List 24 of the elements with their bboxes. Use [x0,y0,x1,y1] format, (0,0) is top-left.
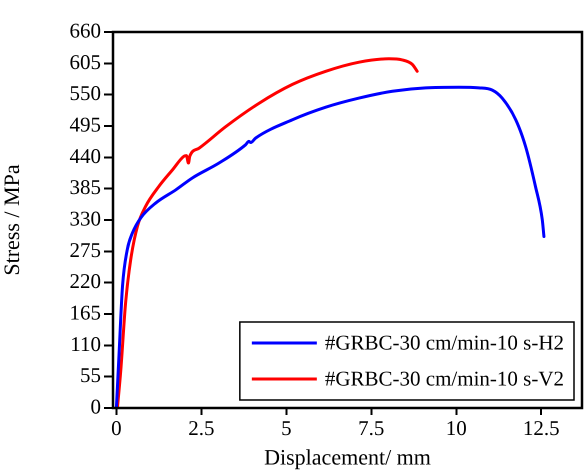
x-tick-label: 5 [281,416,292,440]
y-tick-label: 220 [70,269,101,294]
legend-label: #GRBC-30 cm/min-10 s-V2 [324,366,564,391]
y-tick-label: 275 [70,238,101,262]
line-series [116,57,419,408]
x-axis-title: Displacement/ mm [264,444,431,470]
x-tick-label: 0 [111,416,122,440]
x-tick-label: 10 [446,416,467,440]
y-tick-label: 385 [70,175,101,200]
y-tick-label: 605 [70,50,101,74]
legend-label: #GRBC-30 cm/min-10 s-H2 [324,330,564,355]
y-tick-label: 495 [70,112,101,137]
y-tick-label: 110 [70,332,101,356]
y-tick-label: 660 [70,18,101,43]
y-tick-label: 330 [70,206,101,231]
y-tick-label: 550 [70,81,101,106]
y-tick-label: 55 [80,363,101,388]
x-tick-label: 7.5 [358,416,384,440]
y-tick-label: 0 [90,394,101,419]
x-tick-label: 2.5 [188,416,214,440]
x-tick-label: 12.5 [522,416,560,440]
y-tick-label: 440 [70,144,101,168]
y-tick-label: 165 [70,300,101,325]
y-axis-title: Stress / MPa [0,164,24,276]
